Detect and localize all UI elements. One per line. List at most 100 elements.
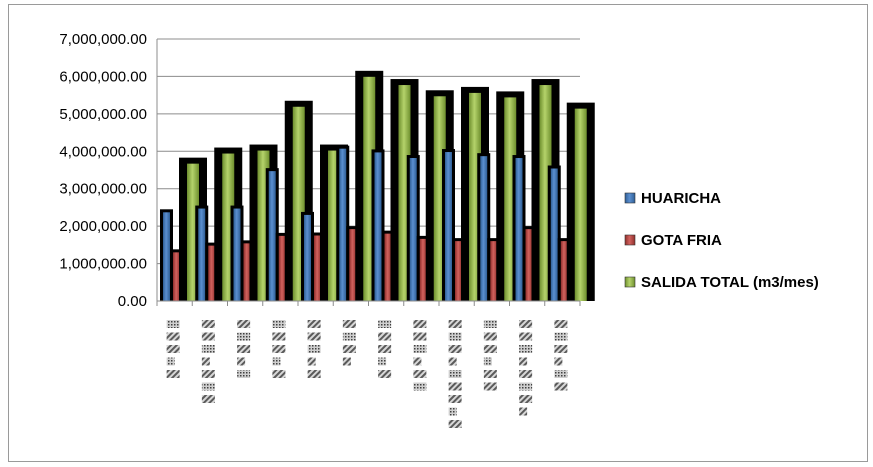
bar-gota-fria — [314, 235, 321, 301]
bar-gota-fria — [525, 229, 533, 301]
bar-gota-fria — [560, 241, 568, 301]
x-tick-label — [307, 320, 321, 378]
x-tick-glyph — [201, 345, 215, 353]
bar-gota-fria — [455, 241, 462, 301]
y-tick-label: 6,000,000.00 — [59, 68, 147, 85]
x-tick-glyph — [201, 370, 215, 378]
x-tick-glyph — [519, 357, 528, 366]
bar-salida-total — [574, 108, 587, 301]
x-tick-label — [483, 320, 497, 391]
x-tick-label — [272, 320, 286, 378]
x-tick-glyph — [448, 320, 462, 328]
legend-swatch-huaricha — [624, 192, 636, 204]
y-axis-ticks: 0.00 1,000,000.00 2,000,000.00 3,000,000.00… — [59, 31, 147, 310]
x-tick-glyph — [378, 370, 392, 378]
x-tick-label — [201, 320, 215, 403]
bar-huaricha — [304, 214, 311, 301]
bar-huaricha — [198, 208, 206, 301]
y-tick-label: 2,000,000.00 — [59, 218, 147, 235]
x-tick-glyph — [307, 320, 321, 328]
x-tick-glyph — [201, 332, 215, 341]
x-tick-glyph — [237, 357, 246, 366]
bar-huaricha — [233, 208, 241, 301]
legend-label: GOTA FRIA — [641, 232, 722, 249]
bar-gota-fria — [208, 245, 216, 301]
y-tick-label: 7,000,000.00 — [59, 31, 147, 48]
x-tick-glyph — [483, 370, 497, 378]
bar-gota-fria — [349, 229, 357, 301]
x-tick-label — [342, 320, 356, 366]
x-tick-glyph — [272, 320, 286, 328]
y-tick-label: 3,000,000.00 — [59, 181, 147, 198]
x-tick-glyph — [519, 332, 533, 341]
bar-huaricha — [409, 158, 417, 301]
x-tick-glyph — [483, 357, 492, 366]
x-tick-glyph — [554, 370, 568, 378]
bar-huaricha — [550, 168, 558, 301]
x-tick-glyph — [272, 345, 286, 353]
x-tick-glyph — [307, 332, 321, 341]
x-tick-label — [378, 320, 392, 378]
x-axis-tick-labels — [166, 320, 568, 428]
x-tick-glyph — [342, 332, 356, 341]
axes — [156, 39, 581, 306]
x-tick-glyph — [307, 345, 321, 353]
bar-huaricha — [268, 171, 276, 301]
x-tick-glyph — [413, 332, 427, 341]
x-tick-glyph — [272, 370, 286, 378]
x-tick-glyph — [519, 395, 533, 403]
x-tick-glyph — [237, 345, 251, 353]
x-tick-glyph — [342, 357, 351, 366]
x-tick-glyph — [342, 320, 356, 328]
x-tick-glyph — [483, 332, 497, 341]
bar-huaricha — [339, 148, 347, 301]
bar-gota-fria — [278, 235, 286, 301]
x-tick-label — [554, 320, 568, 391]
x-tick-glyph — [483, 345, 497, 353]
x-tick-glyph — [378, 320, 392, 328]
legend-swatch-gota-fria — [624, 234, 636, 246]
x-tick-glyph — [413, 345, 427, 353]
x-tick-glyph — [554, 345, 568, 353]
x-tick-glyph — [378, 345, 392, 353]
x-tick-glyph — [272, 332, 286, 341]
x-tick-glyph — [237, 370, 251, 378]
x-tick-label — [237, 320, 251, 378]
x-tick-glyph — [448, 420, 462, 428]
legend-item: SALIDA TOTAL (m3/mes) — [624, 274, 819, 291]
x-tick-glyph — [554, 382, 568, 391]
x-tick-glyph — [519, 370, 533, 378]
legend-label: SALIDA TOTAL (m3/mes) — [641, 274, 819, 291]
bar-huaricha — [515, 158, 523, 301]
y-tick-label: 0.00 — [118, 293, 147, 310]
x-tick-glyph — [483, 382, 497, 391]
x-tick-glyph — [554, 320, 568, 328]
x-tick-glyph — [166, 357, 175, 366]
x-tick-glyph — [413, 382, 427, 391]
x-tick-glyph — [554, 332, 568, 341]
bar-gota-fria — [243, 243, 251, 301]
x-tick-label — [413, 320, 427, 391]
x-tick-glyph — [448, 357, 457, 366]
legend-swatch-salida-total — [624, 276, 636, 288]
x-tick-glyph — [378, 332, 392, 341]
x-tick-label — [448, 320, 462, 428]
x-tick-glyph — [519, 382, 533, 391]
x-tick-glyph — [237, 320, 251, 328]
x-tick-glyph — [519, 407, 528, 416]
bar-gota-fria — [384, 233, 392, 301]
x-tick-glyph — [448, 345, 462, 353]
y-tick-label: 4,000,000.00 — [59, 143, 147, 160]
x-tick-glyph — [272, 357, 281, 366]
x-tick-label — [519, 320, 533, 416]
legend-item: GOTA FRIA — [624, 232, 722, 249]
x-tick-glyph — [448, 382, 462, 391]
legend-item: HUARICHA — [624, 190, 721, 207]
x-tick-glyph — [413, 320, 427, 328]
bar-huaricha — [163, 212, 170, 301]
y-tick-label: 5,000,000.00 — [59, 106, 147, 123]
x-tick-glyph — [166, 370, 180, 378]
bar-huaricha — [445, 152, 452, 301]
x-tick-glyph — [413, 357, 422, 366]
